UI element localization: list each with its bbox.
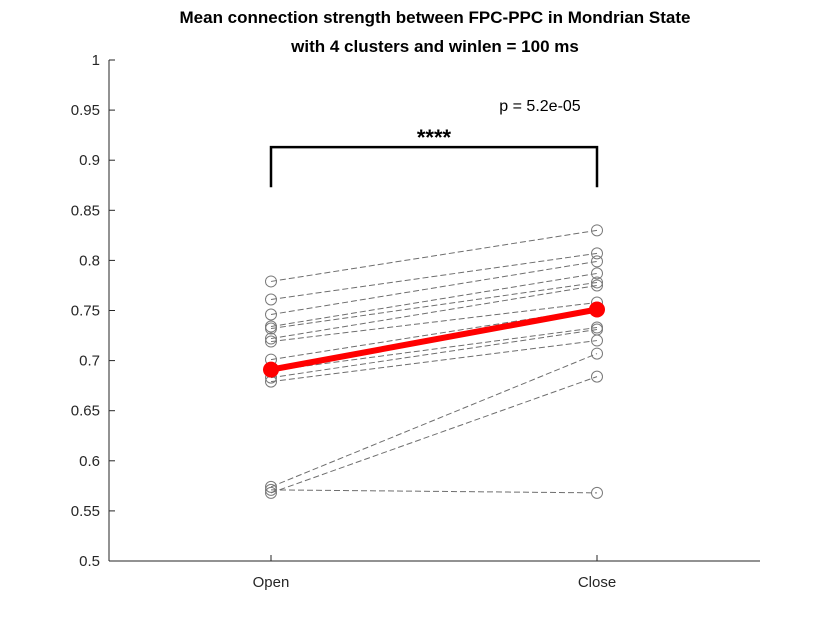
subject-line — [270, 301, 598, 343]
subject-point-close — [591, 370, 603, 383]
subject-lines — [265, 224, 603, 499]
subject-point-close — [591, 279, 603, 292]
subject-point-open — [265, 308, 277, 321]
chart-title-line1: Mean connection strength between FPC-PPC… — [180, 8, 691, 27]
subject-line — [270, 281, 598, 330]
mean-point-close — [589, 301, 605, 318]
significance-annotation: **** p = 5.2e-05 — [269, 98, 599, 188]
y-tick-label: 1 — [92, 52, 100, 69]
subject-point-close — [591, 255, 603, 268]
subject-line — [270, 252, 598, 300]
subject-point-open — [265, 322, 277, 335]
y-tick-label: 0.8 — [79, 252, 100, 269]
subject-point-close — [591, 276, 603, 289]
y-tick-label: 0.9 — [79, 152, 100, 169]
x-tick-label-open: Open — [253, 574, 290, 591]
x-tick-label-close: Close — [578, 574, 616, 591]
significance-stars: **** — [417, 125, 452, 150]
y-tick-label: 0.7 — [79, 353, 100, 370]
subject-line — [270, 376, 598, 494]
subject-point-open — [265, 293, 277, 306]
y-tick-label: 0.55 — [71, 503, 100, 520]
y-tick-label: 0.65 — [71, 403, 100, 420]
y-tick-label: 0.6 — [79, 453, 100, 470]
y-tick-label: 0.95 — [71, 102, 100, 119]
subject-point-close — [591, 347, 603, 360]
subject-line — [270, 329, 598, 379]
subject-line — [270, 260, 598, 316]
chart-title-line2: with 4 clusters and winlen = 100 ms — [290, 37, 579, 56]
mean-line-group — [263, 301, 605, 378]
subject-point-close — [591, 247, 603, 260]
plot-axes: 0.5 0.55 0.6 0.65 0.7 0.75 0.8 0.85 0.9 0.95 1 Open… — [71, 52, 760, 591]
subject-point-close — [591, 224, 603, 237]
mean-line — [268, 306, 600, 373]
p-value-label: p = 5.2e-05 — [499, 98, 581, 115]
subject-point-open — [265, 275, 277, 288]
subject-point-open — [265, 332, 277, 345]
subject-point-open — [265, 483, 277, 496]
y-tick-label: 0.5 — [79, 553, 100, 570]
mean-point-open — [263, 361, 279, 378]
subject-line — [270, 272, 598, 328]
subject-line — [270, 229, 598, 282]
subject-point-open — [265, 486, 277, 499]
subject-line — [270, 340, 598, 383]
subject-point-open — [265, 335, 277, 348]
subject-point-close — [591, 267, 603, 280]
subject-point-close — [591, 486, 603, 499]
subject-line — [270, 284, 598, 340]
subject-line — [270, 327, 598, 372]
y-tick-label: 0.75 — [71, 303, 100, 320]
y-tick-label: 0.85 — [71, 202, 100, 219]
subject-point-close — [591, 334, 603, 347]
significance-bracket — [269, 145, 599, 188]
subject-line — [270, 353, 598, 488]
subject-line — [270, 489, 598, 494]
